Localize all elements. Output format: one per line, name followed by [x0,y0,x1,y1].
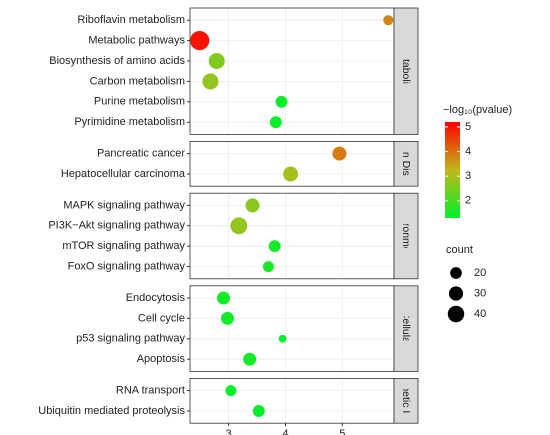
colorbar-label: 4 [465,145,471,157]
facet-strip [393,7,419,135]
bubble [269,116,282,129]
y-tick-label: Metabolic pathways [88,35,185,47]
facet-label: nan Disea [400,140,412,187]
y-tick-label: mTOR signaling pathway [62,240,185,252]
bubble [243,352,257,366]
facet-label: Environmental [400,202,412,269]
facet-label: Cellular [400,311,412,347]
size-label: 40 [474,308,486,320]
panel-background [190,8,394,135]
y-tick-label: Carbon metabolism [90,75,185,87]
y-tick-label: FoxO signaling pathway [68,261,186,273]
y-tick-label: Endocytosis [126,292,186,304]
bubble [278,334,287,343]
bubble [283,166,299,182]
size-key [448,286,464,301]
y-tick-label: Cell cycle [138,312,185,324]
y-tick-label: Apoptosis [137,353,186,365]
y-tick-label: Riboflavin metabolism [77,14,185,26]
bubble [383,15,394,26]
facet-strip [393,140,419,187]
facet-strip [393,377,419,424]
colorbar-label: 5 [465,121,471,133]
y-tick-label: Pancreatic cancer [97,148,185,160]
y-tick-label: MAPK signaling pathway [63,199,185,211]
panel-background [190,378,394,424]
bubble [221,311,235,325]
colorbar-label: 3 [465,170,471,182]
facet-strip [393,285,419,372]
y-tick-label: Pyrimidine metabolism [74,116,185,128]
bubble [202,73,219,90]
size-key [450,267,462,279]
x-tick-label: 4 [282,428,288,435]
bubble [275,95,288,108]
facet-strip [393,192,419,280]
bubble [225,385,237,397]
colorbar [445,122,460,218]
bubble [252,405,265,417]
bubble [230,217,248,235]
bubble [245,198,260,213]
colorbar-label: 2 [465,195,471,207]
y-tick-label: Hepatocellular carcinoma [61,168,186,180]
y-tick-label: PI3K−Akt signaling pathway [48,220,185,232]
bubble [217,291,231,305]
y-tick-label: p53 signaling pathway [76,333,185,345]
bubble [332,146,347,161]
y-tick-label: Ubiquitin mediated proteolysis [38,405,185,417]
size-key [447,305,465,323]
y-tick-label: RNA transport [116,385,185,397]
size-legend-title: count [446,244,473,256]
x-tick-label: 3 [226,428,232,435]
y-tick-label: Biosynthesis of amino acids [49,55,185,67]
size-label: 20 [474,267,486,279]
bubble [190,30,210,51]
x-tick-label: 5 [339,428,345,435]
y-tick-label: Purine metabolism [94,96,185,108]
facet-label: enetic Inf [400,379,412,422]
color-legend-title: −log₁₀(pvalue) [443,104,512,116]
facet-label: Metabolism [400,44,412,98]
bubble [268,240,281,253]
panel-background [190,193,394,279]
bubble [208,52,225,70]
size-label: 30 [474,287,486,299]
bubble [262,261,274,273]
